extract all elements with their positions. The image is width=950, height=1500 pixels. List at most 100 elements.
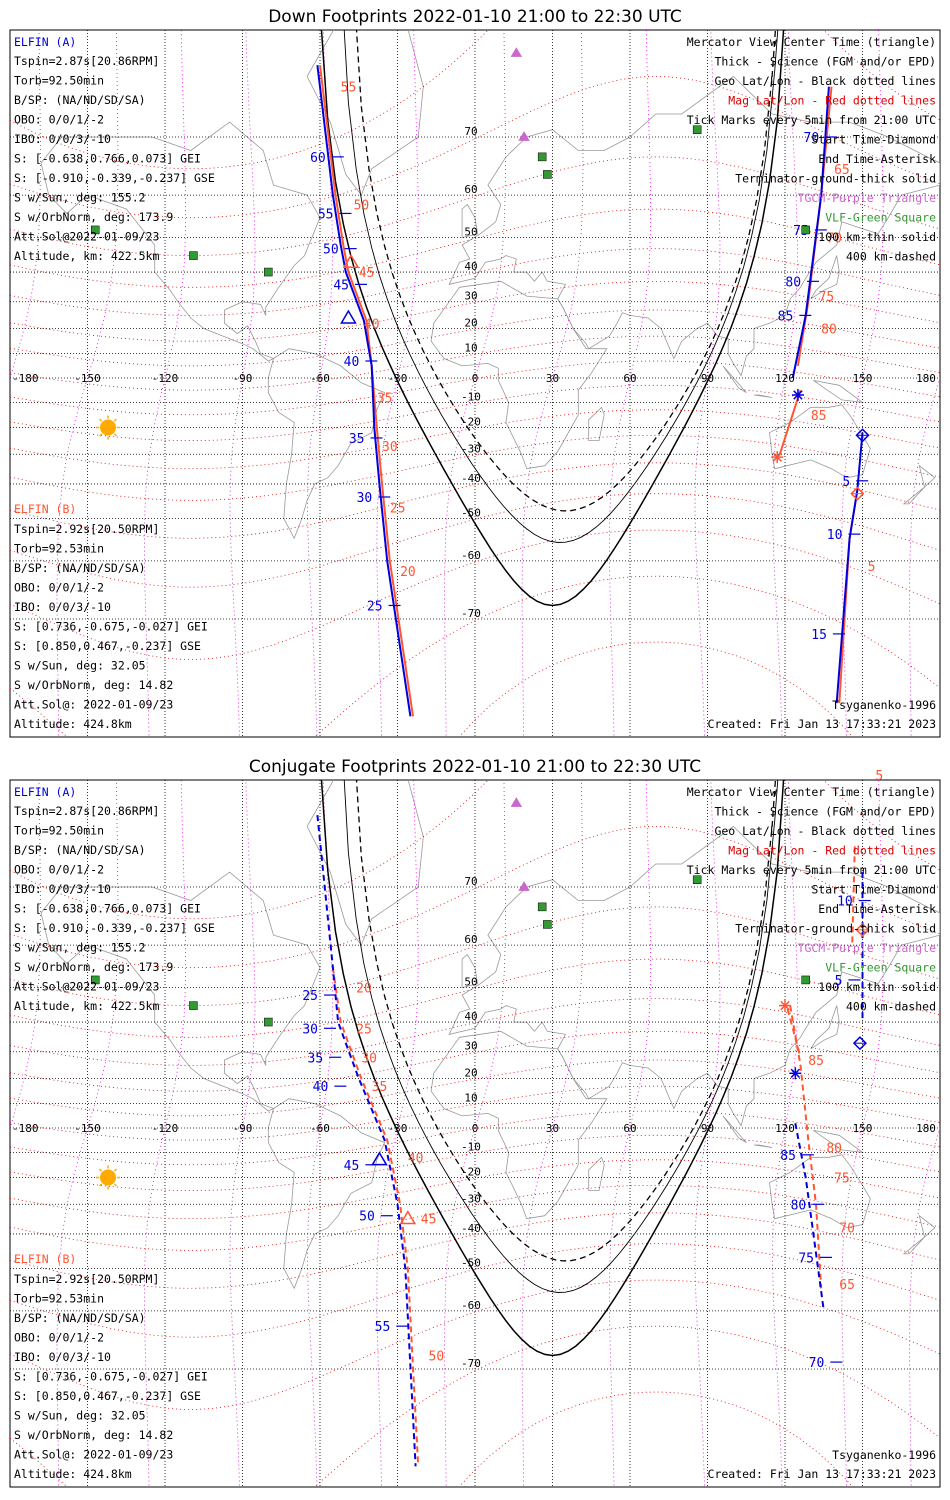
elfin-a-tick-label: 40	[344, 355, 360, 370]
geo-grid	[10, 30, 940, 737]
elfin-a-tick-label: 35	[308, 1051, 324, 1066]
lat-label: 50	[464, 976, 477, 989]
lat-label: 70	[464, 125, 477, 138]
created-timestamp: Created: Fri Jan 13 17:33:21 2023	[708, 717, 937, 731]
lat-label: 30	[464, 290, 477, 303]
elfin-b-info-line: OBO: 0/0/1/-2	[14, 1331, 104, 1345]
elfin-a-tick-label: 55	[318, 207, 334, 222]
legend-item: Start Time-Diamond	[811, 883, 936, 897]
elfin-b-info-line: Torb=92.53min	[14, 542, 104, 556]
elfin-b-info-line: Altitude: 424.8km	[14, 1467, 132, 1481]
lon-label: -60	[310, 1122, 330, 1135]
elfin-b-info-line: S: [0.850,0.467,-0.237] GSE	[14, 639, 201, 653]
legend-item: Tick Marks every 5min from 21:00 UTC	[687, 113, 936, 127]
elfin-b-title: ELFIN (B)	[14, 1252, 76, 1266]
legend-item: Start Time-Diamond	[811, 133, 936, 147]
elfin-a-tick-label: 60	[310, 151, 326, 166]
elfin-b-info-line: S w/Sun, deg: 32.05	[14, 659, 146, 673]
vlf-site-square	[189, 1001, 198, 1010]
elfin-a-tick-label: 80	[785, 275, 801, 290]
legend-item: 400 km-dashed	[846, 250, 936, 264]
elfin-b-tick-label: 65	[834, 163, 850, 178]
elfin-a-info-line: S w/OrbNorm, deg: 173.9	[14, 210, 173, 224]
terminator-ground	[320, 30, 785, 607]
lon-label: -90	[233, 372, 253, 385]
legend-item: VLF-Green Square	[825, 961, 936, 975]
vlf-site-square	[91, 225, 100, 235]
lat-label: -50	[461, 506, 481, 519]
elfin-a-info-line: IBO: 0/0/3/-10	[14, 882, 111, 896]
map-layers	[10, 30, 940, 737]
elfin-b-tick-label: 50	[429, 1349, 445, 1364]
elfin-b-tick-label: 5	[875, 769, 883, 784]
elfin-b-info-line: OBO: 0/0/1/-2	[14, 581, 104, 595]
legend-item: Mag Lat/Lon - Red dotted lines	[728, 844, 936, 858]
lat-label: 20	[464, 317, 477, 330]
elfin-a-tick-label: 50	[359, 1210, 375, 1225]
legend-item: Mag Lat/Lon - Red dotted lines	[728, 94, 936, 108]
elfin-b-tick-label: 35	[377, 391, 393, 406]
elfin-a-info-line: S w/Sun, deg: 155.2	[14, 191, 146, 205]
elfin-a-center-triangle	[340, 309, 357, 324]
elfin-a-tick-label: 40	[313, 1080, 329, 1095]
elfin-a-info-line: B/SP: (NA/ND/SD/SA)	[14, 843, 146, 857]
mag-grid	[10, 780, 940, 1487]
elfin-a-end-asterisk	[791, 389, 804, 402]
lat-label: -70	[461, 1357, 481, 1370]
elfin-a-info-line: S w/OrbNorm, deg: 173.9	[14, 960, 173, 974]
lon-label: -150	[74, 1122, 101, 1135]
lon-label: -120	[152, 1122, 179, 1135]
elfin-a-tick-label: 55	[375, 1320, 391, 1335]
elfin-b-tick-label: 25	[390, 501, 406, 516]
tgcm-site-triangle	[510, 47, 523, 57]
elfin-b-track-pacific	[789, 1005, 823, 1289]
elfin-a-tick-label: 45	[344, 1159, 360, 1174]
elfin-a-track	[316, 814, 417, 1467]
elfin-b-tick-label: 45	[359, 266, 375, 281]
elfin-b-info-line: Tspin=2.92s[20.50RPM]	[14, 1272, 159, 1286]
elfin-b-drop	[786, 1008, 802, 1058]
model-name: Tsyganenko-1996	[832, 698, 936, 712]
elfin-a-tick-label: 85	[780, 1149, 796, 1164]
elfin-b-tick-label: 40	[364, 317, 380, 332]
model-name: Tsyganenko-1996	[832, 1448, 936, 1462]
elfin-a-info-line: S: [-0.638,0.766,0.073] GEI	[14, 902, 201, 916]
lat-label: 40	[464, 1010, 477, 1023]
elfin-a-tick-label: 35	[349, 432, 365, 447]
legend-item: TGCM-Purple Triangle	[798, 191, 937, 205]
vlf-site-square	[537, 902, 547, 912]
conjugate-footprints-panel: Conjugate Footprints 2022-01-10 21:00 to…	[0, 750, 950, 1500]
terminator-100km	[343, 780, 779, 1293]
elfin-a-tick-label: 15	[811, 628, 827, 643]
elfin-b-tick-label: 75	[834, 1171, 850, 1186]
legend-item: 400 km-dashed	[846, 1000, 936, 1014]
lon-label: 120	[775, 1122, 795, 1135]
elfin-a-tick-label: 30	[357, 491, 373, 506]
vlf-site-square	[189, 251, 198, 260]
elfin-b-tick-label: 50	[354, 199, 370, 214]
lon-label: -180	[12, 1122, 39, 1135]
vlf-site-square	[801, 975, 810, 985]
elfin-b-info-line: IBO: 0/0/3/-10	[14, 600, 111, 614]
lat-label: -20	[461, 415, 481, 428]
elfin-b-title: ELFIN (B)	[14, 502, 76, 516]
elfin-a-track-pacific	[791, 86, 830, 379]
elfin-a-info-line: B/SP: (NA/ND/SD/SA)	[14, 93, 146, 107]
elfin-a-info-line: Tspin=2.87s[20.86RPM]	[14, 54, 159, 68]
down-footprints-map: Down Footprints 2022-01-10 21:00 to 22:3…	[9, 7, 941, 738]
lat-label: -50	[461, 1256, 481, 1269]
elfin-a-info-line: S: [-0.910,-0.339,-0.237] GSE	[14, 921, 215, 935]
elfin-b-tick-label: 70	[839, 1222, 855, 1237]
elfin-b-tick-label: 75	[819, 290, 835, 305]
terminator-400km	[355, 780, 777, 1262]
sun-icon	[96, 415, 120, 440]
elfin-b-start-diamond	[850, 486, 865, 501]
elfin-b-start-diamond	[855, 922, 870, 937]
elfin-b-tick-label: 85	[811, 409, 827, 424]
legend-item: Geo Lat/Lon - Black dotted lines	[714, 824, 936, 838]
elfin-a-info-line: S w/Sun, deg: 155.2	[14, 941, 146, 955]
elfin-a-tick-label: 50	[323, 243, 339, 258]
legend-item: Mercator View Center Time (triangle)	[687, 785, 936, 799]
legend-item: 100 km-thin solid	[818, 230, 936, 244]
lon-label: 30	[546, 1122, 559, 1135]
